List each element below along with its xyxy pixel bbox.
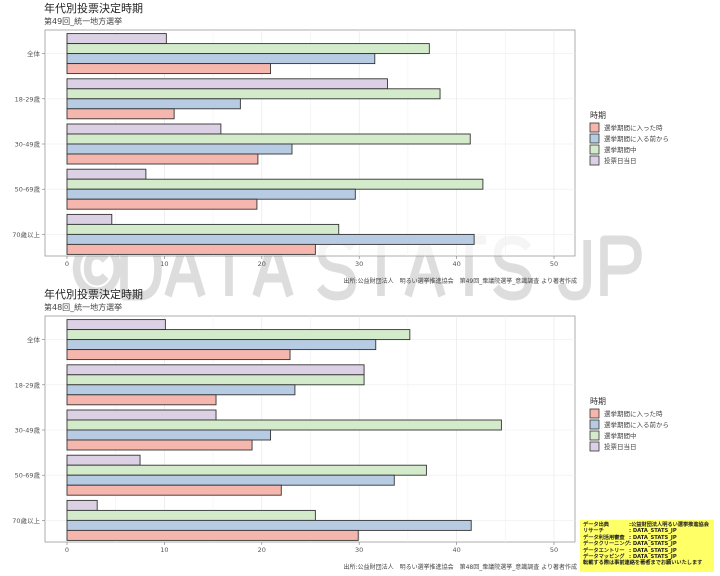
bar-purple [66,364,365,376]
legend-title: 時期 [590,397,606,406]
watermark-glyph [557,240,592,301]
bar-red [66,484,282,496]
y-tick-label: 70歳以上 [12,516,40,525]
bar-green [66,419,502,431]
chart-title: 年代別投票決定時期 [44,1,143,15]
legend-label: 選挙期間中 [604,431,637,440]
chart-caption: 出所:公益財団法人 明るい選挙推進協会 第49回_衆議院選挙_意識調査 より著者… [344,277,577,285]
bar-red [66,198,258,210]
bar-green [66,178,484,190]
credit-note: 転載する際は事前連絡を著者までお願いいたします [583,560,703,567]
y-tick-label: 30-49歳 [15,140,41,149]
legend-label: 選挙期間に入った時 [604,123,663,132]
bar-purple [66,213,113,225]
y-tick-label: 18-29歳 [15,94,41,103]
bar-blue [66,384,296,396]
x-tick-label: 20 [258,260,266,268]
chart-subtitle: 第48回_統一地方選挙 [44,302,122,312]
bar-blue [66,233,475,245]
x-tick-label: 50 [550,260,558,268]
legend-swatch-green [589,144,600,155]
legend-label: 投票日当日 [604,442,637,451]
x-tick-label: 0 [65,546,69,554]
y-tick-label: 70歳以上 [12,230,40,239]
bar-green [66,88,441,100]
bar-purple [66,123,222,135]
bar-blue [66,98,241,110]
legend-swatch-purple [589,441,600,452]
y-tick-label: 全体 [27,335,41,344]
bar-purple [66,319,166,331]
legend-swatch-red [589,408,600,419]
legend-swatch-purple [589,155,600,166]
bar-green [66,43,430,55]
legend-swatch-blue [589,419,600,430]
credit-row: リサーチ: DATA_STATS_JP [583,528,677,535]
bar-blue [66,188,356,200]
credit-box: データ出典:公益財団法人明るい選挙推進協会 リサーチ: DATA_STATS_J… [580,520,714,572]
bar-red [66,243,316,255]
bar-red [66,439,253,451]
y-tick-label: 50-69歳 [15,185,41,194]
x-tick-label: 0 [65,260,69,268]
credit-row: データエントリー: DATA_STATS_JP [583,547,677,554]
legend-title: 時期 [590,111,606,120]
x-tick-label: 40 [452,260,460,268]
legend-swatch-blue [589,133,600,144]
bar-purple [66,33,167,45]
legend-label: 選挙期間に入る前から [604,134,669,143]
bar-purple [66,409,217,421]
legend-label: 投票日当日 [604,156,637,165]
x-tick-label: 30 [355,546,363,554]
x-tick-label: 40 [452,546,460,554]
credit-row: データクリーニング: DATA_STATS_JP [583,541,677,548]
y-tick-label: 50-69歳 [15,471,41,480]
x-tick-label: 50 [550,546,558,554]
x-tick-label: 30 [355,260,363,268]
bar-blue [66,519,472,531]
legend-label: 選挙期間に入った時 [604,409,663,418]
bar-green [66,223,340,235]
legend-label: 選挙期間に入る前から [604,420,669,429]
bar-purple [66,499,98,511]
bar-blue [66,339,377,351]
y-tick-label: 30-49歳 [15,426,41,435]
bar-red [66,63,272,75]
bar-green [66,374,365,386]
bar-purple [66,78,388,90]
bar-green [66,329,411,341]
legend-swatch-red [589,122,600,133]
bar-red [66,529,359,541]
watermark-glyph [600,235,642,296]
x-tick-label: 20 [258,546,266,554]
x-tick-label: 10 [160,260,168,268]
bar-red [66,153,259,165]
bar-blue [66,474,395,486]
bar-blue [66,143,293,155]
bar-green [66,133,471,145]
credit-row: データ出典:公益財団法人明るい選挙推進協会 [583,522,709,528]
bar-red [66,394,217,406]
chart-caption: 出所:公益財団法人 明るい選挙推進協会 第48回_衆議院選挙_意識調査 より著者… [344,563,577,571]
chart-subtitle: 第49回_統一地方選挙 [44,16,122,26]
x-tick-label: 10 [160,546,168,554]
legend-label: 選挙期間中 [604,145,637,154]
bar-green [66,464,427,476]
bar-red [66,349,291,361]
bar-red [66,108,175,120]
legend-swatch-green [589,430,600,441]
y-tick-label: 全体 [27,49,41,58]
bar-purple [66,454,141,466]
bar-blue [66,53,376,65]
credit-row: データ利活用審査: DATA_STATS_JP [583,534,677,541]
bar-green [66,509,316,521]
bar-purple [66,168,147,180]
bar-blue [66,429,272,441]
y-tick-label: 18-29歳 [15,380,41,389]
chart-title: 年代別投票決定時期 [44,287,143,301]
credit-row: データマッピング: DATA_STATS_JP [583,554,677,561]
